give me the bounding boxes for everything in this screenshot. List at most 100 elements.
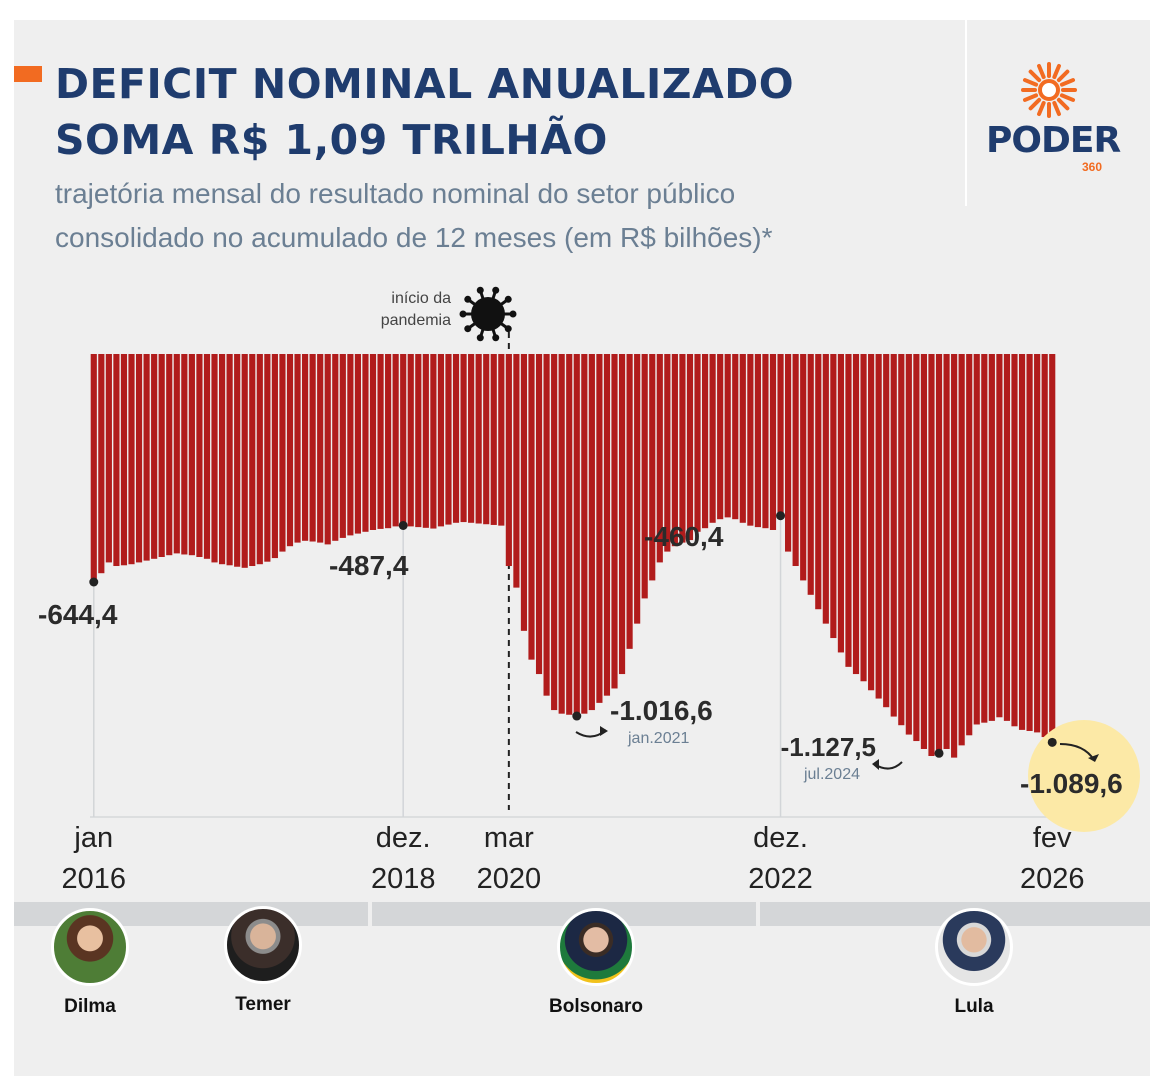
annotation-dot bbox=[572, 711, 582, 721]
bar bbox=[354, 354, 361, 534]
bar bbox=[611, 354, 618, 689]
bar bbox=[339, 354, 346, 538]
bar bbox=[309, 354, 316, 542]
bar bbox=[679, 354, 686, 543]
bar bbox=[603, 354, 611, 696]
bar bbox=[1049, 354, 1056, 743]
bar bbox=[815, 354, 822, 610]
bar bbox=[996, 354, 1003, 718]
bar bbox=[362, 354, 369, 532]
bar bbox=[883, 354, 890, 708]
bar bbox=[852, 354, 860, 675]
bar bbox=[271, 354, 278, 559]
bar bbox=[762, 354, 769, 529]
bar bbox=[143, 354, 150, 561]
bar bbox=[324, 354, 331, 545]
data-label: -1.127,5 bbox=[781, 732, 876, 762]
president-lula: Lula bbox=[914, 908, 1034, 1018]
bar bbox=[981, 354, 988, 723]
pandemic-label-line-1: início da bbox=[391, 290, 451, 307]
annotation-dot bbox=[934, 748, 944, 758]
bar bbox=[317, 354, 324, 543]
arrow-head bbox=[1088, 754, 1099, 762]
bar bbox=[626, 354, 633, 649]
bar bbox=[785, 354, 792, 552]
bar bbox=[973, 354, 980, 725]
annotation-dot bbox=[398, 520, 408, 530]
bar bbox=[754, 354, 761, 528]
bar bbox=[649, 354, 656, 581]
bar bbox=[822, 354, 829, 624]
chart-title: DEFICIT NOMINAL ANUALIZADO SOMA R$ 1,09 … bbox=[55, 56, 794, 168]
x-tick-label: fev bbox=[1033, 822, 1072, 854]
bar bbox=[943, 354, 950, 749]
bar bbox=[868, 354, 875, 691]
bar bbox=[415, 354, 422, 528]
bar bbox=[188, 354, 195, 556]
bar bbox=[920, 354, 928, 749]
title-line-2: SOMA R$ 1,09 TRILHÃO bbox=[55, 116, 608, 164]
subtitle-line-2: consolidado no acumulado de 12 meses (em… bbox=[55, 222, 773, 253]
bar bbox=[566, 354, 573, 715]
bar bbox=[279, 354, 286, 552]
bar bbox=[475, 354, 482, 524]
data-sublabel: jul.2024 bbox=[803, 766, 860, 783]
bar bbox=[702, 354, 709, 529]
president-name: Lula bbox=[954, 996, 994, 1017]
bar bbox=[505, 354, 512, 567]
sun-icon bbox=[1021, 62, 1077, 118]
avatar bbox=[51, 908, 129, 986]
bar bbox=[1003, 354, 1011, 721]
bar bbox=[724, 354, 731, 518]
bar bbox=[913, 354, 920, 742]
bar bbox=[717, 354, 724, 520]
data-label: -644,4 bbox=[38, 599, 118, 630]
bar bbox=[1026, 354, 1033, 731]
bar bbox=[264, 354, 271, 562]
bar bbox=[98, 354, 105, 574]
accent-mark bbox=[14, 66, 42, 82]
annotation-dot bbox=[776, 511, 786, 521]
bar bbox=[1034, 354, 1041, 733]
bar bbox=[634, 354, 641, 624]
bar bbox=[377, 354, 384, 529]
bar bbox=[181, 354, 188, 555]
bar bbox=[490, 354, 497, 525]
president-temer: Temer bbox=[203, 906, 323, 1016]
avatar bbox=[557, 908, 635, 986]
bar bbox=[528, 354, 535, 660]
bar bbox=[513, 354, 520, 588]
bar bbox=[392, 354, 399, 527]
x-tick-label: dez. bbox=[376, 822, 431, 854]
bar bbox=[543, 354, 550, 696]
subtitle-line-1: trajetória mensal do resultado nominal d… bbox=[55, 178, 736, 209]
data-label: -1.089,6 bbox=[1020, 768, 1123, 799]
president-name: Dilma bbox=[64, 996, 116, 1017]
pandemic-label-line-2: pandemia bbox=[381, 312, 451, 329]
logo-word: PODER bbox=[986, 120, 1121, 161]
bar bbox=[928, 354, 935, 756]
bar bbox=[935, 354, 943, 754]
bar bbox=[875, 354, 882, 699]
bar bbox=[686, 354, 694, 541]
bar bbox=[120, 354, 128, 566]
bar bbox=[845, 354, 852, 667]
data-label: -1.016,6 bbox=[610, 695, 713, 726]
bar bbox=[226, 354, 233, 566]
bar bbox=[219, 354, 226, 565]
bar bbox=[1041, 354, 1048, 738]
bar bbox=[739, 354, 746, 523]
x-tick-label: jan bbox=[73, 822, 113, 854]
bar bbox=[234, 354, 241, 567]
virus-icon bbox=[459, 286, 517, 342]
bar bbox=[203, 354, 211, 559]
bar bbox=[709, 354, 716, 523]
bar bbox=[286, 354, 294, 547]
bar bbox=[128, 354, 135, 565]
bar bbox=[385, 354, 392, 529]
president-name: Temer bbox=[235, 994, 291, 1015]
bar bbox=[792, 354, 799, 567]
bar bbox=[241, 354, 248, 568]
bar bbox=[588, 354, 595, 711]
annotation-dot bbox=[89, 577, 99, 587]
